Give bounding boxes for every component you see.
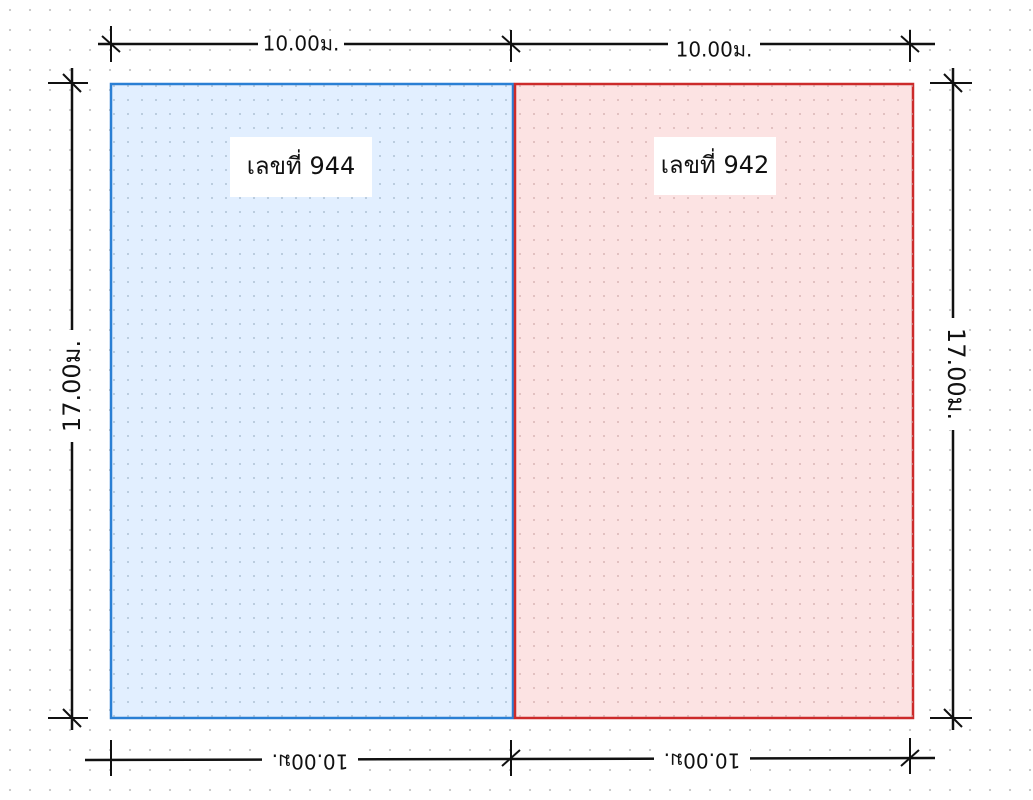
dim-bg xyxy=(258,32,344,58)
dimension-label: 10.00ม. xyxy=(676,38,753,62)
dimension-label: 10.00ม. xyxy=(263,32,340,56)
tick xyxy=(900,749,920,767)
dim-bg xyxy=(938,318,968,430)
dimension-label: 17.00ม. xyxy=(58,340,86,432)
tick xyxy=(501,749,521,767)
tick xyxy=(943,708,963,728)
dimension-label: 17.00ม. xyxy=(942,328,970,420)
tick xyxy=(943,73,963,93)
tick xyxy=(62,708,82,728)
dimension-label: 10.00ม. xyxy=(664,749,741,773)
label-box xyxy=(230,137,372,197)
dim-bg xyxy=(668,38,760,64)
dimension-label: 10.00ม. xyxy=(272,750,349,774)
label-box xyxy=(654,137,776,195)
tick xyxy=(900,35,920,53)
plot-label: เลขที่ 944 xyxy=(247,149,356,180)
plot-label: เลขที่ 942 xyxy=(661,148,770,179)
dim-bg xyxy=(58,330,88,442)
tick xyxy=(62,73,82,93)
dim-bg xyxy=(654,746,750,772)
dim-bg xyxy=(262,747,358,773)
tick xyxy=(501,35,521,53)
tick xyxy=(101,35,121,53)
